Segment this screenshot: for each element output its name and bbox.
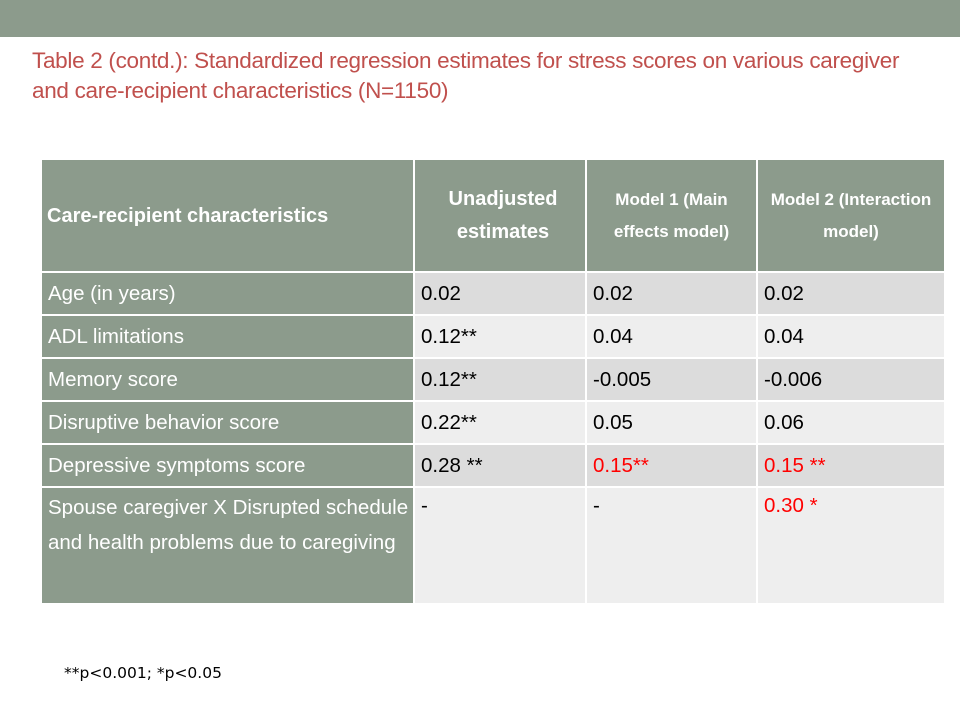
model1-cell: 0.04 — [585, 314, 758, 359]
row-label: ADL limitations — [40, 314, 415, 359]
row-label: Depressive symptoms score — [40, 443, 415, 488]
table-row: Depressive symptoms score 0.28 ** 0.15**… — [40, 443, 946, 488]
table-row: Memory score 0.12** -0.005 -0.006 — [40, 357, 946, 402]
table-row: Disruptive behavior score 0.22** 0.05 0.… — [40, 400, 946, 445]
unadjusted-cell: 0.12** — [413, 314, 587, 359]
unadjusted-cell: 0.22** — [413, 400, 587, 445]
model2-cell: -0.006 — [756, 357, 946, 402]
header-model2: Model 2 (Interaction model) — [756, 158, 946, 273]
model1-cell: -0.005 — [585, 357, 758, 402]
regression-table: Care-recipient characteristics Unadjuste… — [40, 158, 946, 605]
table-row: Age (in years) 0.02 0.02 0.02 — [40, 271, 946, 316]
model2-cell: 0.02 — [756, 271, 946, 316]
unadjusted-cell: 0.02 — [413, 271, 587, 316]
table-row: Spouse caregiver X Disrupted schedule an… — [40, 486, 946, 605]
header-care-recipient: Care-recipient characteristics — [40, 158, 415, 273]
model1-cell-significant: 0.15** — [585, 443, 758, 488]
header-unadjusted: Unadjusted estimates — [413, 158, 587, 273]
header-model1: Model 1 (Main effects model) — [585, 158, 758, 273]
model1-cell: 0.05 — [585, 400, 758, 445]
slide-title: Table 2 (contd.): Standardized regressio… — [32, 48, 900, 103]
model2-cell: 0.06 — [756, 400, 946, 445]
row-label: Age (in years) — [40, 271, 415, 316]
unadjusted-cell: 0.12** — [413, 357, 587, 402]
table-header-row: Care-recipient characteristics Unadjuste… — [40, 158, 946, 273]
model2-cell-significant: 0.15 ** — [756, 443, 946, 488]
row-label: Disruptive behavior score — [40, 400, 415, 445]
model1-cell: 0.02 — [585, 271, 758, 316]
top-accent-bar — [0, 0, 960, 37]
unadjusted-cell: - — [413, 486, 587, 605]
model2-cell: 0.04 — [756, 314, 946, 359]
significance-footnote: **p<0.001; *p<0.05 — [64, 664, 222, 682]
unadjusted-cell: 0.28 ** — [413, 443, 587, 488]
row-label: Spouse caregiver X Disrupted schedule an… — [40, 486, 415, 605]
table-row: ADL limitations 0.12** 0.04 0.04 — [40, 314, 946, 359]
row-label: Memory score — [40, 357, 415, 402]
model1-cell: - — [585, 486, 758, 605]
model2-cell-significant: 0.30 * — [756, 486, 946, 605]
